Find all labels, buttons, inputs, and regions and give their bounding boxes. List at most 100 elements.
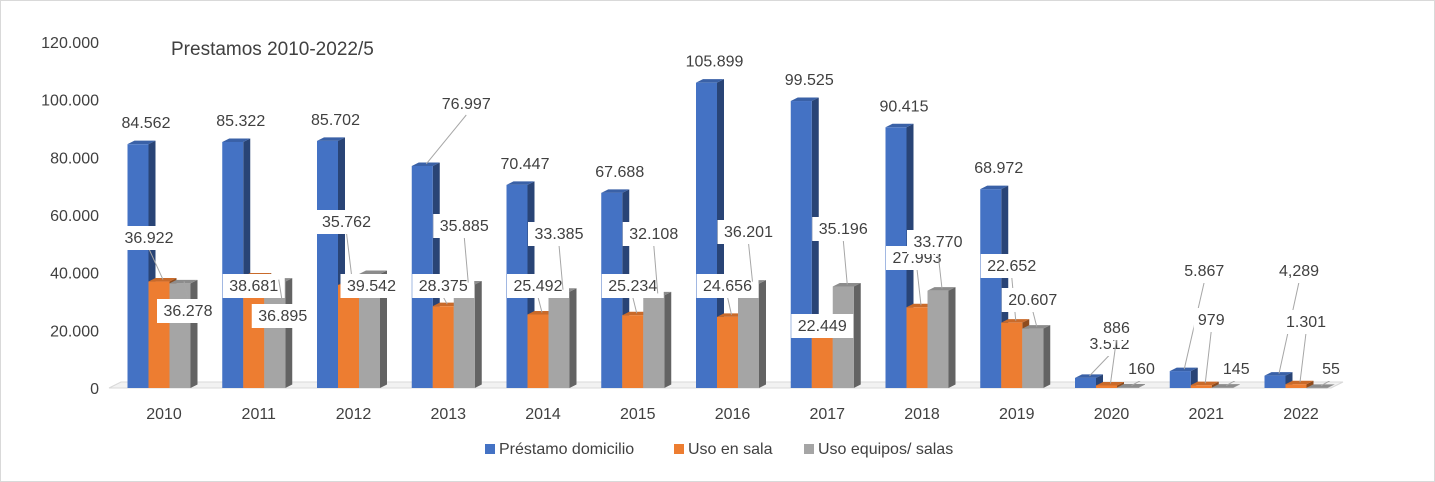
bar-top [1022,325,1051,329]
data-label: 4,289 [1279,263,1319,280]
data-label: 36.201 [724,224,773,241]
data-label: 76.997 [442,96,491,113]
bar-top [169,279,198,284]
data-label-box [528,222,590,246]
bar-side [1138,384,1145,388]
data-label: 90.415 [880,98,929,115]
bar [811,323,833,388]
data-label: 99.525 [785,72,834,89]
bar [980,189,1002,388]
y-tick-label: 0 [90,381,99,398]
bar [906,307,928,388]
leader-line [1299,332,1307,383]
bar [1169,371,1191,388]
data-label-box [1001,288,1064,312]
bar [1001,322,1023,388]
leader-line [1204,330,1212,384]
data-label-box [412,274,475,298]
data-label: 886 [1103,320,1130,337]
data-label: 85.322 [216,113,265,130]
bar [1096,385,1117,388]
bar-top [1096,381,1124,386]
data-label: 20.607 [1008,292,1057,309]
data-label-box [1099,316,1134,340]
bar-side [1306,380,1314,388]
data-label-box [157,299,219,323]
bar [453,284,475,388]
data-label: 36.895 [258,308,307,325]
x-tick-label: 2018 [904,406,940,423]
data-label: 1.301 [1286,314,1326,331]
data-label: 39.542 [347,278,396,295]
data-label: 5.867 [1184,263,1224,280]
x-tick-label: 2016 [715,406,751,423]
data-label: 25.492 [514,278,563,295]
data-label: 25.234 [608,278,657,295]
bar [338,284,359,388]
data-label-box [907,230,969,254]
data-label: 36.278 [164,303,213,320]
bar-top [359,270,387,274]
leader-line [937,252,943,289]
x-tick-label: 2019 [999,406,1035,423]
data-label: 67.688 [595,164,644,181]
bar-top [1117,384,1145,388]
bar [643,295,665,388]
data-label-box [717,220,780,244]
legend-swatch [804,444,814,454]
data-label-box [622,222,685,246]
x-tick-label: 2022 [1283,406,1319,423]
leader-line [916,268,922,306]
data-label: 145 [1223,361,1250,378]
data-label-box [1218,357,1254,381]
leader-line [1089,354,1110,377]
data-label-box [1318,357,1344,381]
data-label-box [315,210,378,234]
data-label-box [1193,308,1229,332]
data-label: 28.375 [419,278,468,295]
leader-line [183,281,189,301]
bar-side [664,291,672,388]
data-label-box [980,254,1043,278]
data-label: 85.702 [311,112,360,129]
legend-label: Uso equipos/ salas [818,441,953,458]
y-tick-label: 60.000 [50,208,99,225]
bar-top [1001,319,1030,323]
x-tick-label: 2017 [809,406,845,423]
bar-side [853,283,861,388]
bar-top [1190,381,1219,386]
leader-line [1110,338,1117,384]
bar [432,306,454,388]
bar [148,281,170,388]
x-tick-label: 2011 [242,406,277,423]
data-label: 35.196 [819,221,868,238]
data-label-box [222,274,285,298]
legend-swatch [485,444,495,454]
bar-side [569,288,577,388]
legend-label: Préstamo domicilio [499,441,634,458]
data-label: 33.385 [535,226,584,243]
data-label: 24.656 [703,278,752,295]
data-label: 36.922 [125,230,174,247]
data-label: 55 [1322,361,1340,378]
bar [527,314,549,388]
data-label: 68.972 [974,160,1023,177]
bar-top [832,283,861,287]
bar-top [411,162,440,166]
bar-top [317,137,345,141]
bar-top [1264,372,1293,376]
data-label-box [1177,259,1231,283]
leader-line [748,242,753,282]
x-tick-label: 2010 [146,406,182,423]
y-tick-label: 120.000 [41,35,99,52]
data-label: 105.899 [686,54,744,71]
bar [622,315,644,388]
data-label: 27.993 [893,250,942,267]
bar [1264,375,1286,388]
x-tick-label: 2020 [1094,406,1130,423]
bar [1117,387,1138,389]
data-label: 160 [1128,361,1155,378]
y-tick-label: 20.000 [50,323,99,340]
leader-line [425,114,467,165]
